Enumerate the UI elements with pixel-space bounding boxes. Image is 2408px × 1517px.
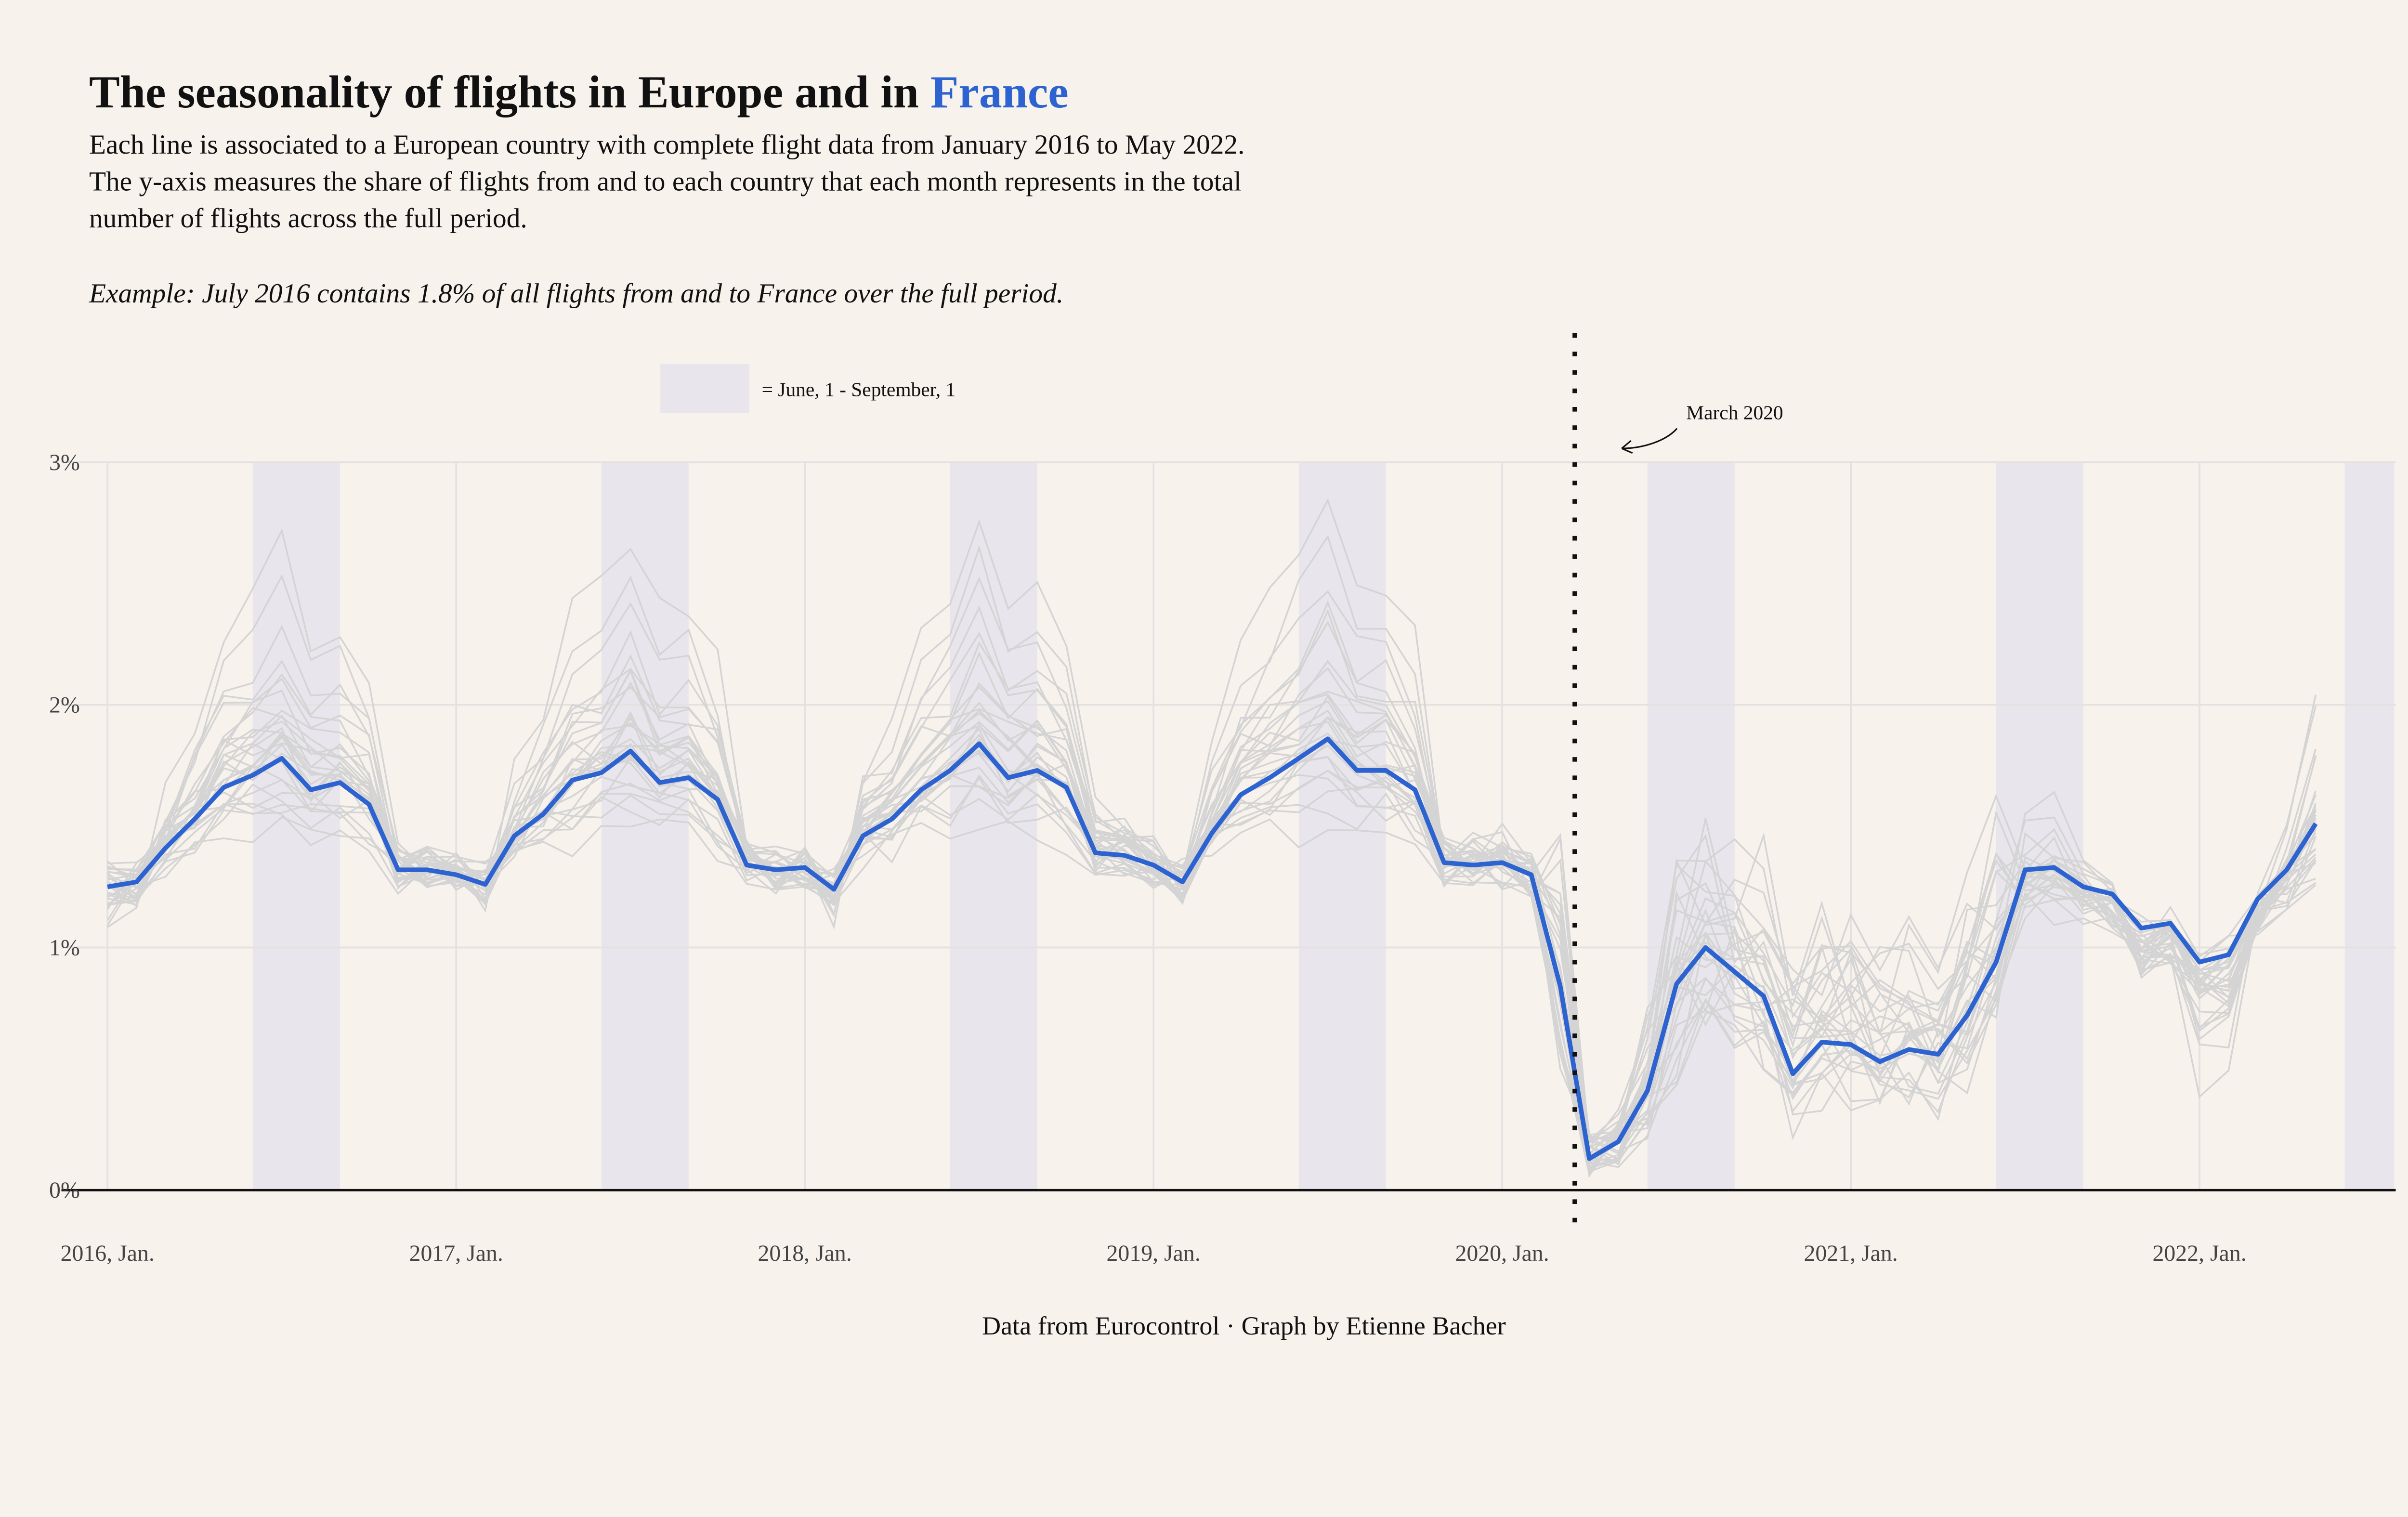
summer-band-2016: [252, 462, 340, 1190]
country-line: [107, 712, 2316, 1155]
caption: Data from Eurocontrol · Graph by Etienne…: [982, 1311, 1506, 1340]
france-line: [107, 736, 2318, 1161]
title-highlight-france: France: [930, 66, 1069, 118]
x-tick-label: 2021, Jan.: [1804, 1241, 1898, 1266]
x-tick-label: 2022, Jan.: [2152, 1241, 2246, 1266]
y-tick-label: 3%: [49, 450, 80, 475]
chart: The seasonality of flights in Europe and…: [49, 66, 2396, 1341]
country-line: [106, 535, 2317, 1158]
summer-band-2021: [1996, 462, 2083, 1190]
summer-band-2019: [1298, 462, 1386, 1190]
chart-title: The seasonality of flights in Europe and…: [89, 66, 1069, 118]
y-tick-label: 1%: [49, 935, 80, 960]
subtitle-line-1: Each line is associated to a European co…: [89, 130, 1245, 160]
x-tick-label: 2020, Jan.: [1455, 1241, 1549, 1266]
country-line: [107, 609, 2317, 1152]
x-tick-label: 2019, Jan.: [1107, 1241, 1201, 1266]
legend-label: = June, 1 - September, 1: [762, 379, 956, 401]
title-main: The seasonality of flights in Europe and…: [89, 66, 930, 118]
annotation-march-2020: March 2020: [1686, 402, 1783, 424]
country-line: [107, 682, 2316, 1142]
annotation-arrow: [1621, 428, 1678, 454]
example-note: Example: July 2016 contains 1.8% of all …: [89, 278, 1063, 309]
x-tick-label: 2018, Jan.: [758, 1241, 852, 1266]
subtitle-line-3: number of flights across the full period…: [89, 203, 527, 234]
summer-bands: [252, 462, 2395, 1190]
y-tick-label: 0%: [49, 1177, 80, 1203]
y-tick-label: 2%: [49, 693, 80, 718]
y-axis-ticks: 0% 1% 2% 3%: [49, 450, 80, 1203]
x-axis-ticks: 2016, Jan. 2017, Jan. 2018, Jan. 2019, Jan.…: [61, 1241, 2247, 1266]
subtitle-line-2: The y-axis measures the share of flights…: [89, 166, 1242, 196]
x-tick-label: 2016, Jan.: [61, 1241, 155, 1266]
summer-band-2022: [2344, 462, 2395, 1190]
other-countries-lines: [106, 498, 2317, 1178]
x-tick-label: 2017, Jan.: [409, 1241, 503, 1266]
legend-swatch: [660, 364, 750, 413]
